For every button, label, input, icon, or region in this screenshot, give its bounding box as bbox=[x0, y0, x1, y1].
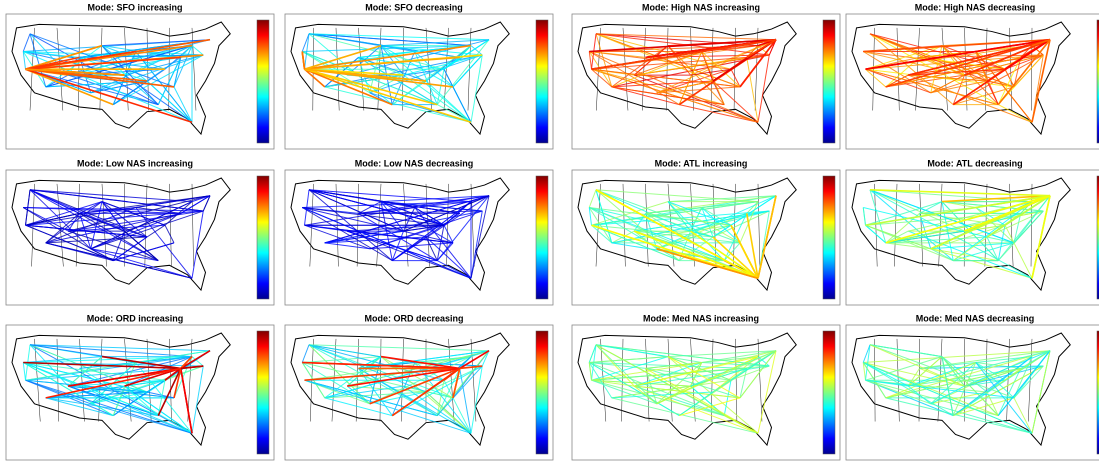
map-panel: Mode: SFO decreasing bbox=[285, 2, 553, 149]
panel-title: Mode: ORD increasing bbox=[87, 313, 184, 323]
panel-title: Mode: ATL increasing bbox=[655, 158, 748, 168]
map-panel: Mode: Med NAS increasing bbox=[572, 313, 840, 460]
panel-title: Mode: Med NAS increasing bbox=[643, 313, 759, 323]
map-panel: Mode: Low NAS decreasing bbox=[285, 158, 553, 305]
panel-title: Mode: High NAS increasing bbox=[642, 2, 760, 12]
map-panel: Mode: ORD decreasing bbox=[285, 313, 553, 460]
colorbar bbox=[823, 20, 835, 143]
figure: Mode: SFO increasing Mode: SFO decreasing… bbox=[0, 0, 1099, 464]
panel-title: Mode: SFO increasing bbox=[87, 2, 182, 12]
colorbar bbox=[536, 20, 548, 143]
panel-title: Mode: ORD decreasing bbox=[364, 313, 463, 323]
map-panel: Mode: ATL increasing bbox=[572, 158, 840, 305]
map-panel: Mode: ATL decreasing bbox=[846, 158, 1099, 305]
map-panel: Mode: Low NAS increasing bbox=[6, 158, 274, 305]
map-panel: Mode: Med NAS decreasing bbox=[846, 313, 1099, 460]
colorbar bbox=[257, 20, 269, 143]
map-panel: Mode: High NAS decreasing bbox=[846, 2, 1099, 149]
colorbar bbox=[536, 176, 548, 299]
map-panel: Mode: ORD increasing bbox=[6, 313, 274, 460]
colorbar bbox=[257, 176, 269, 299]
colorbar bbox=[257, 331, 269, 454]
panel-title: Mode: Med NAS decreasing bbox=[916, 313, 1035, 323]
panel-title: Mode: Low NAS decreasing bbox=[355, 158, 474, 168]
map-panel: Mode: High NAS increasing bbox=[572, 2, 840, 149]
map-panel: Mode: SFO increasing bbox=[6, 2, 274, 149]
panel-title: Mode: Low NAS increasing bbox=[77, 158, 193, 168]
colorbar bbox=[823, 176, 835, 299]
colorbar bbox=[823, 331, 835, 454]
panel-title: Mode: SFO decreasing bbox=[365, 2, 463, 12]
panel-title: Mode: ATL decreasing bbox=[927, 158, 1022, 168]
panel-title: Mode: High NAS decreasing bbox=[915, 2, 1036, 12]
colorbar bbox=[536, 331, 548, 454]
